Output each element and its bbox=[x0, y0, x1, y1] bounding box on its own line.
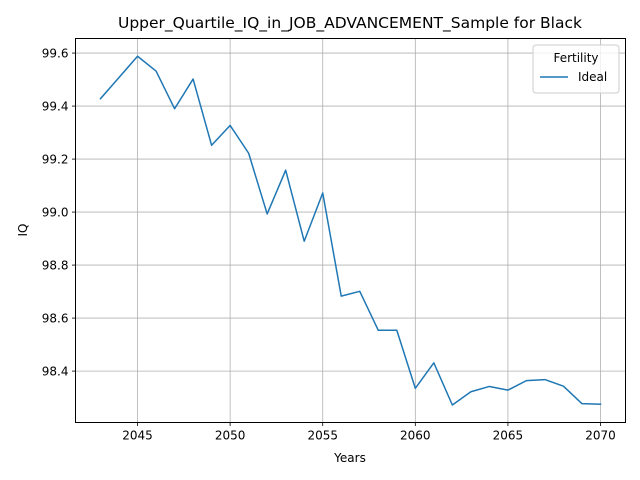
x-tick-label-2070: 2070 bbox=[585, 429, 616, 443]
series-line-ideal bbox=[99, 55, 602, 406]
y-tick-label-99-2: 99.2 bbox=[42, 153, 69, 167]
y-tick-label-99-4: 99.4 bbox=[42, 100, 69, 114]
y-tick-label-99: 99.0 bbox=[42, 206, 69, 220]
legend-title: Fertility bbox=[553, 51, 598, 65]
x-tick-label-2065: 2065 bbox=[493, 429, 524, 443]
y-tick-label-98-6: 98.6 bbox=[42, 312, 69, 326]
legend: Fertility Ideal bbox=[532, 44, 620, 94]
x-tick-label-2050: 2050 bbox=[215, 429, 246, 443]
y-axis: 98.4 98.6 98.8 99.0 99.2 99.4 99.6 bbox=[42, 47, 76, 379]
y-tick-label-98-4: 98.4 bbox=[42, 365, 69, 379]
series-layer bbox=[99, 55, 602, 406]
legend-box bbox=[532, 44, 620, 94]
y-axis-label: IQ bbox=[16, 224, 30, 237]
x-axis: 2045 2050 2055 2060 2065 2070 bbox=[122, 422, 616, 443]
chart-title: Upper_Quartile_IQ_in_JOB_ADVANCEMENT_Sam… bbox=[118, 14, 582, 33]
x-axis-label: Years bbox=[333, 451, 366, 465]
x-tick-label-2045: 2045 bbox=[122, 429, 153, 443]
x-tick-label-2055: 2055 bbox=[307, 429, 338, 443]
y-tick-label-99-6: 99.6 bbox=[42, 47, 69, 61]
y-tick-label-98-8: 98.8 bbox=[42, 259, 69, 273]
plot-frame bbox=[75, 38, 626, 423]
x-tick-label-2060: 2060 bbox=[400, 429, 431, 443]
grid bbox=[75, 38, 626, 423]
legend-label-ideal: Ideal bbox=[578, 70, 607, 84]
